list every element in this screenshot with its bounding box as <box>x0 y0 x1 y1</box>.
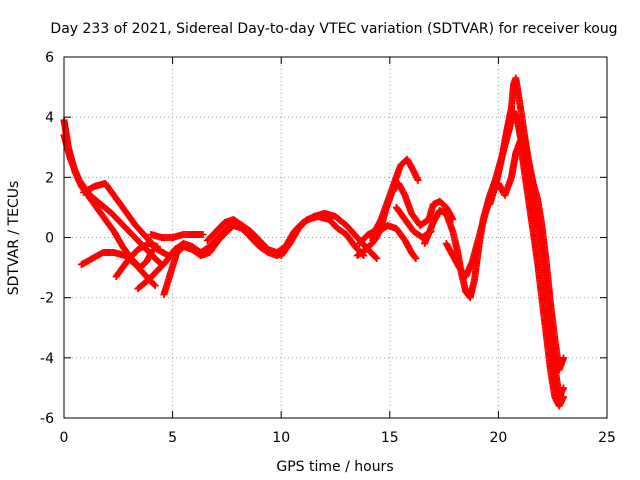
series-trace-8 <box>160 221 294 299</box>
series-trace-17 <box>486 74 568 374</box>
data-point <box>153 243 161 251</box>
y-tick-label: 6 <box>45 50 54 66</box>
x-tick-label: 15 <box>381 430 399 446</box>
series-trace-13 <box>366 221 420 263</box>
series-trace-6 <box>147 230 207 241</box>
data-point <box>373 255 381 263</box>
data-point <box>414 176 422 184</box>
data-point <box>150 281 158 289</box>
axes: 0 5 10 15 20 25 -6 -4 -2 0 2 4 6 <box>40 50 616 446</box>
chart-title: Day 233 of 2021, Sidereal Day-to-day VTE… <box>50 21 617 37</box>
x-axis-title: GPS time / hours <box>276 459 393 475</box>
data-point <box>372 253 380 261</box>
y-axis-title: SDTVAR / TECUs <box>6 181 22 296</box>
data-point <box>151 282 159 290</box>
data-layer <box>60 74 568 410</box>
y-tick-label: -2 <box>40 291 54 307</box>
x-tick-label: 20 <box>489 430 507 446</box>
x-tick-label: 5 <box>168 430 177 446</box>
data-point <box>560 354 568 362</box>
data-point <box>412 255 420 263</box>
x-tick-label: 0 <box>60 430 69 446</box>
x-tick-label: 25 <box>598 430 616 446</box>
series-trace-2 <box>60 131 166 269</box>
y-tick-label: -4 <box>40 351 54 367</box>
data-point <box>199 230 207 238</box>
y-tick-label: 2 <box>45 170 54 186</box>
data-point <box>411 253 419 261</box>
series-trace-5 <box>112 240 161 281</box>
y-tick-label: -6 <box>40 411 54 427</box>
data-point <box>560 393 568 401</box>
y-tick-label: 0 <box>45 231 54 247</box>
data-point <box>560 384 568 392</box>
series-trace-16 <box>442 137 568 410</box>
y-tick-label: 4 <box>45 110 54 126</box>
x-tick-label: 10 <box>272 430 290 446</box>
